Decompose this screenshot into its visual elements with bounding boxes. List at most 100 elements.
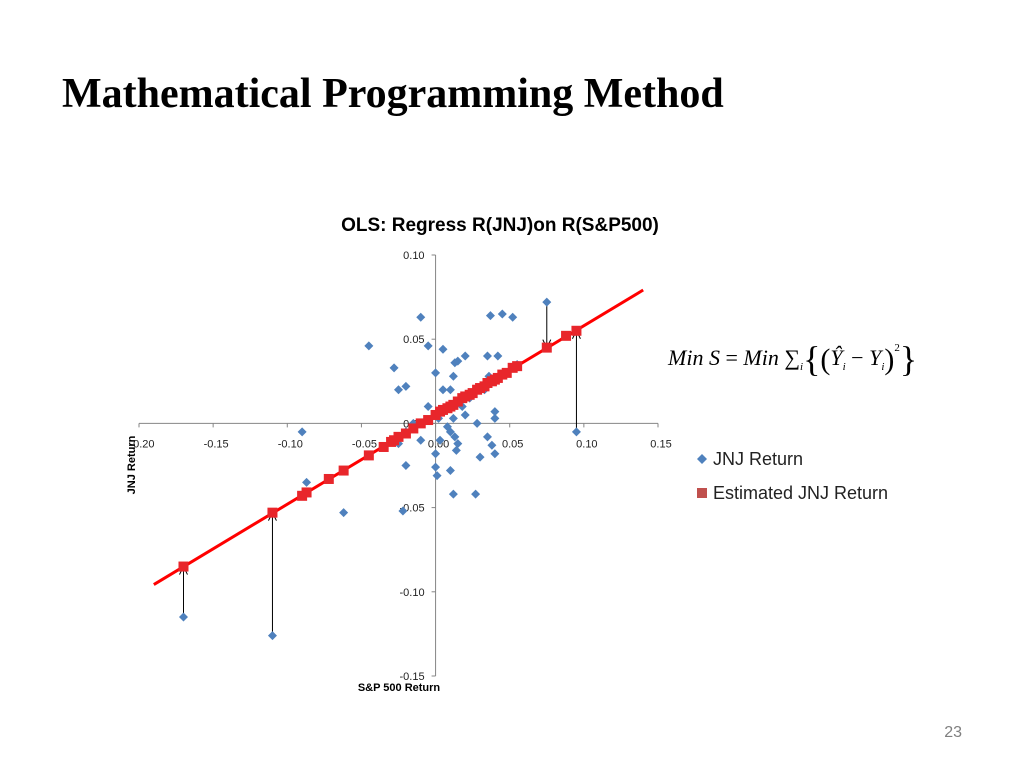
x-tick-label: -0.05	[352, 438, 377, 450]
x-tick-label: 0.00	[428, 438, 449, 450]
y-tick-label: -0.15	[399, 671, 424, 683]
y-index: i	[881, 361, 885, 373]
estimated-jnj-return-point	[400, 428, 411, 439]
jnj-return-point	[435, 435, 445, 445]
jnj-return-point	[493, 351, 503, 361]
y-hat-index: i	[842, 361, 846, 373]
jnj-return-point	[445, 427, 455, 437]
exponent: 2	[894, 342, 900, 354]
estimated-jnj-return-point	[501, 367, 512, 378]
jnj-return-point	[453, 356, 463, 366]
legend-estimated-marker	[697, 488, 707, 498]
y-tick-label: -0.10	[399, 587, 424, 599]
jnj-return-point	[542, 297, 552, 307]
estimated-jnj-return-point	[378, 441, 389, 452]
y-tick-label: -0.05	[399, 503, 424, 515]
right-brace: }	[899, 339, 918, 379]
jnj-return-point	[450, 432, 460, 442]
estimated-jnj-return-point	[415, 418, 426, 429]
legend-jnj-label: JNJ Return	[713, 449, 803, 469]
x-tick-label: -0.10	[278, 438, 303, 450]
jnj-return-point	[448, 371, 458, 381]
jnj-return-point	[389, 363, 399, 373]
left-paren: (	[820, 343, 831, 376]
jnj-return-point	[297, 427, 307, 437]
right-paren: )	[884, 343, 895, 376]
estimated-jnj-return-point	[512, 361, 523, 372]
jnj-return-point	[302, 477, 312, 487]
page-number: 23	[944, 724, 962, 741]
formula-rhs: Min	[743, 345, 779, 370]
jnj-return-point	[508, 312, 518, 322]
x-tick-label: 0.05	[502, 438, 523, 450]
jnj-return-point	[416, 435, 426, 445]
jnj-return-point	[482, 351, 492, 361]
y-axis-title: JNJ Return	[126, 435, 138, 494]
jnj-return-point	[398, 506, 408, 516]
jnj-return-point	[423, 341, 433, 351]
jnj-return-point	[453, 439, 463, 449]
jnj-return-point	[482, 432, 492, 442]
x-tick-label: -0.20	[129, 438, 154, 450]
jnj-return-point	[364, 341, 374, 351]
jnj-return-point	[497, 309, 507, 319]
legend-jnj-marker	[697, 454, 707, 464]
legend-estimated-label: Estimated JNJ Return	[713, 483, 888, 503]
jnj-return-point	[431, 449, 441, 459]
jnj-return-point	[445, 466, 455, 476]
jnj-return-point	[571, 427, 581, 437]
axes: -0.20 -0.15 -0.10 -0.05 0.00 0.05 0.10 0.15 -0.1…	[126, 250, 672, 694]
jnj-return-point	[416, 312, 426, 322]
x-tick-label: 0.15	[650, 438, 671, 450]
jnj-return-point	[472, 418, 482, 428]
estimated-jnj-return-point	[301, 487, 312, 498]
jnj-return-point	[471, 489, 481, 499]
chart-title: OLS: Regress R(JNJ)on R(S&P500)	[341, 215, 659, 236]
jnj-return-point	[431, 368, 441, 378]
sum-symbol: ∑	[784, 345, 801, 370]
estimated-jnj-return-point	[323, 473, 334, 484]
jnj-return-point	[401, 381, 411, 391]
estimated-jnj-return-point	[393, 431, 404, 442]
estimated-jnj-return-point	[561, 330, 572, 341]
estimated-jnj-return-point	[267, 507, 278, 518]
y-term: Y	[869, 345, 882, 370]
jnj-return-point	[451, 445, 461, 455]
estimated-jnj-return-point	[423, 415, 434, 426]
jnj-return-point	[460, 351, 470, 361]
left-brace: {	[803, 339, 821, 379]
jnj-return-point	[438, 344, 448, 354]
formula-equals: =	[725, 345, 738, 370]
jnj-return-point	[487, 440, 497, 450]
jnj-return-point	[339, 508, 349, 518]
jnj-return-point	[394, 385, 403, 395]
x-tick-label: -0.15	[204, 438, 229, 450]
sum-index: i	[800, 361, 804, 373]
jnj-return-point	[401, 461, 411, 470]
formula-minus: −	[851, 345, 864, 370]
estimated-jnj-return-point	[408, 423, 419, 434]
y-tick-label: 0.05	[403, 334, 424, 346]
estimated-jnj-return-point	[178, 561, 189, 572]
jnj-return-point	[490, 407, 500, 417]
x-axis-title: S&P 500 Return	[358, 682, 441, 694]
estimated-jnj-return-point	[338, 465, 349, 476]
formula-lhs: Min S	[668, 345, 720, 370]
estimated-jnj-return-point	[571, 325, 582, 336]
estimated-jnj-return-point	[363, 450, 374, 461]
jnj-return-point	[475, 452, 485, 462]
objective-formula: Min S = Min ∑i{(Ŷi − Yi)2}	[668, 338, 917, 380]
jnj-return-point	[485, 311, 495, 321]
jnj-return-point	[438, 385, 448, 395]
jnj-return-point	[432, 471, 442, 481]
jnj-return-point	[178, 612, 188, 622]
x-tick-label: 0.10	[576, 438, 597, 450]
jnj-return-point	[460, 410, 470, 420]
jnj-return-point	[490, 449, 500, 459]
legend: JNJ Return Estimated JNJ Return	[697, 449, 888, 503]
jnj-return-point	[445, 385, 455, 395]
jnj-return-point	[267, 631, 277, 641]
jnj-return-point	[431, 462, 441, 472]
jnj-return-point	[423, 402, 433, 412]
